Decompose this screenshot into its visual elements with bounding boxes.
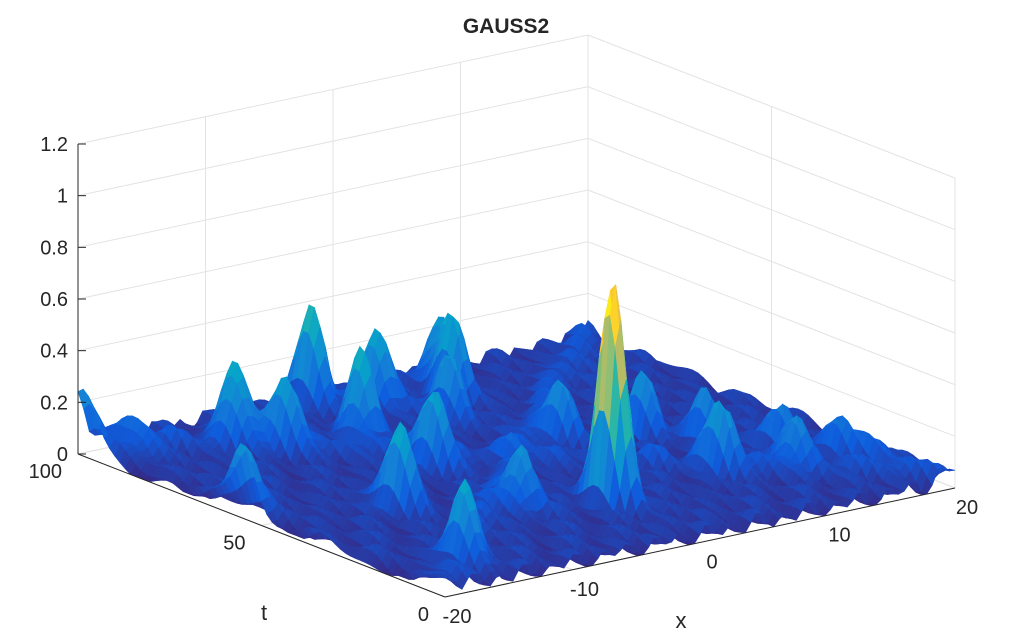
surface-mesh bbox=[78, 285, 955, 590]
